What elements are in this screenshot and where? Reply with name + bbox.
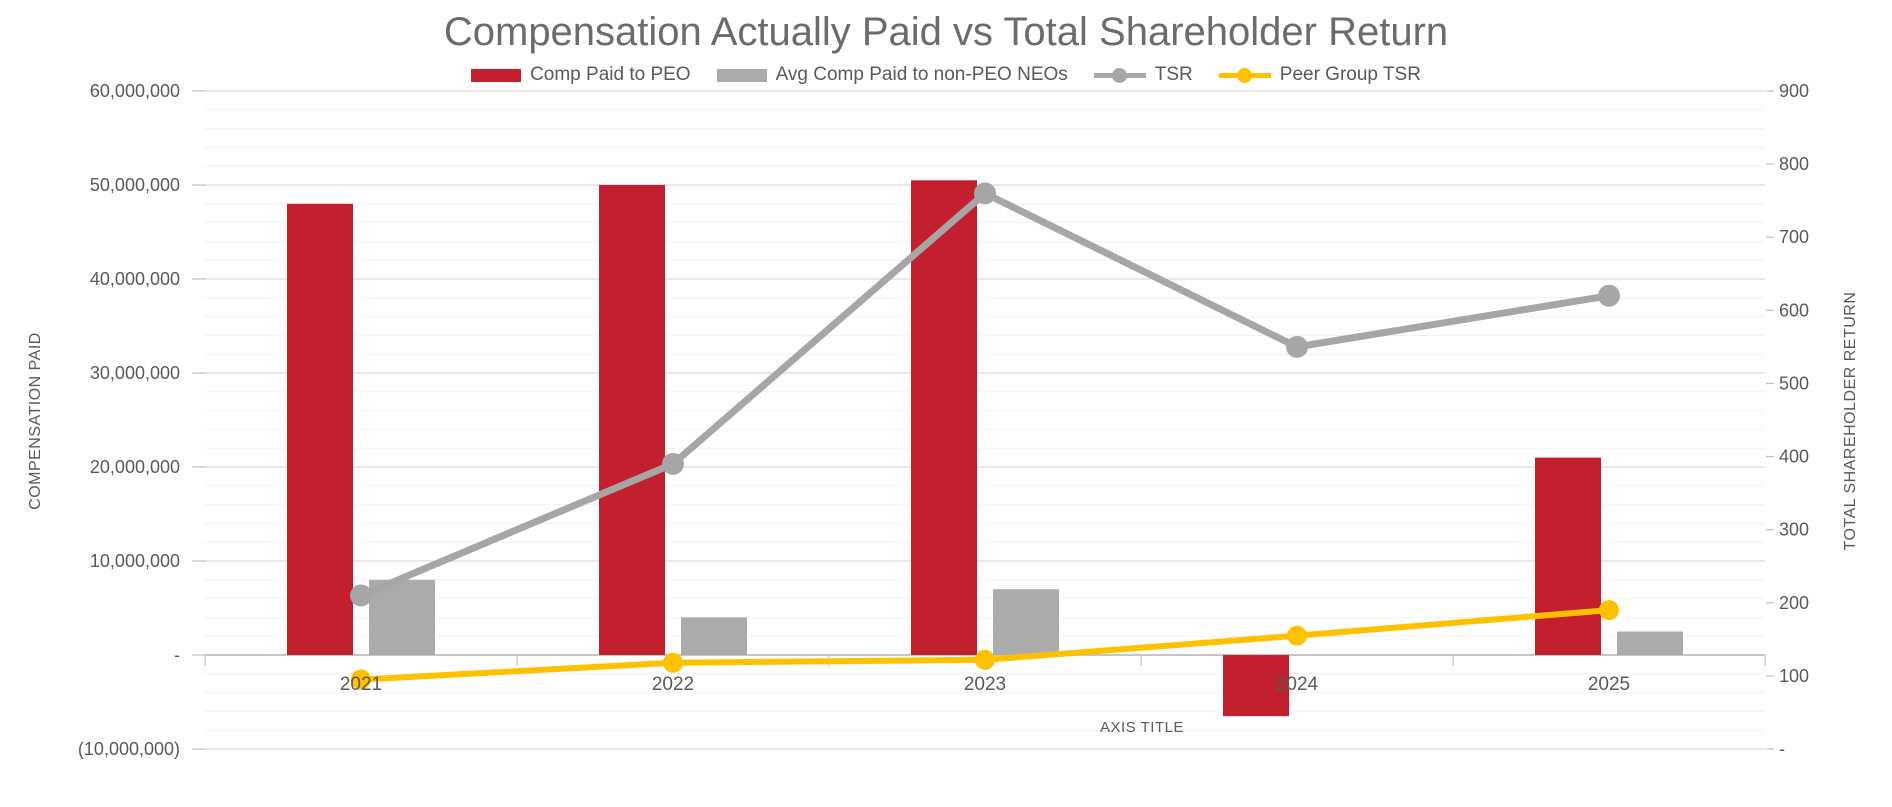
right-tick-label: 200 bbox=[1779, 593, 1809, 613]
legend-line-swatch-icon bbox=[1093, 67, 1146, 83]
bar-comp-paid-to-peo-2022 bbox=[599, 185, 665, 655]
bar-comp-paid-to-peo-2024 bbox=[1223, 655, 1289, 717]
bar-avg-comp-paid-to-non-peo-neos-2025 bbox=[1617, 631, 1683, 655]
right-tick-label: 600 bbox=[1779, 300, 1809, 320]
marker-peer-group-tsr-2025 bbox=[1599, 600, 1619, 621]
marker-peer-group-tsr-2023 bbox=[975, 649, 995, 670]
legend-item-1: Avg Comp Paid to non-PEO NEOs bbox=[716, 64, 1068, 86]
right-tick-label: 400 bbox=[1779, 447, 1809, 467]
left-tick-label: 60,000,000 bbox=[90, 81, 180, 101]
right-tick-label: 300 bbox=[1779, 520, 1809, 540]
left-tick-label: 40,000,000 bbox=[90, 269, 180, 289]
legend-label: Comp Paid to PEO bbox=[530, 64, 691, 85]
legend-label: Peer Group TSR bbox=[1279, 64, 1421, 85]
left-tick-label: - bbox=[174, 645, 180, 665]
right-tick-label: 100 bbox=[1779, 666, 1809, 686]
x-tick-label-2025: 2025 bbox=[1588, 674, 1630, 695]
left-tick-label: 30,000,000 bbox=[90, 363, 180, 383]
right-tick-label: 700 bbox=[1779, 227, 1809, 247]
right-tick-label: 500 bbox=[1779, 373, 1809, 393]
marker-tsr-2023 bbox=[974, 182, 996, 205]
marker-tsr-2025 bbox=[1598, 284, 1620, 307]
line-tsr bbox=[357, 189, 1613, 599]
legend-item-3: Peer Group TSR bbox=[1218, 64, 1421, 86]
bar-comp-paid-to-peo-2021 bbox=[287, 203, 353, 656]
x-tick-label-2021: 2021 bbox=[340, 674, 382, 695]
marker-tsr-2021 bbox=[350, 584, 372, 607]
legend-label: Avg Comp Paid to non-PEO NEOs bbox=[775, 64, 1068, 85]
left-tick-label: 20,000,000 bbox=[90, 457, 180, 477]
legend-bar-swatch-icon bbox=[471, 68, 522, 82]
right-axis-title: TOTAL SHAREHOLDER RETURN bbox=[1842, 291, 1859, 551]
right-tick-label: - bbox=[1779, 739, 1785, 759]
legend-marker bbox=[1236, 67, 1252, 83]
marker-peer-group-tsr-2022 bbox=[663, 652, 683, 673]
x-axis-title: AXIS TITLE bbox=[1100, 719, 1184, 736]
left-tick-label: 50,000,000 bbox=[90, 175, 180, 195]
legend-item-2: TSR bbox=[1093, 64, 1193, 86]
x-tick-label-2024: 2024 bbox=[1276, 674, 1319, 695]
marker-tsr-2022 bbox=[662, 452, 684, 475]
left-axis-title: COMPENSATION PAID bbox=[27, 332, 44, 510]
bar-comp-paid-to-peo-2025 bbox=[1535, 457, 1601, 655]
bar-avg-comp-paid-to-non-peo-neos-2023 bbox=[993, 589, 1059, 655]
legend-marker bbox=[1111, 67, 1127, 83]
marker-peer-group-tsr-2024 bbox=[1287, 625, 1307, 646]
legend-item-0: Comp Paid to PEO bbox=[471, 64, 691, 86]
legend-line-swatch-icon bbox=[1218, 67, 1271, 83]
right-tick-label: 800 bbox=[1779, 154, 1809, 174]
marker-peer-group-tsr-2021 bbox=[351, 669, 371, 690]
x-tick-label-2022: 2022 bbox=[652, 674, 694, 695]
bar-comp-paid-to-peo-2023 bbox=[911, 180, 977, 656]
chart-title: Compensation Actually Paid vs Total Shar… bbox=[443, 10, 1449, 54]
legend: Comp Paid to PEO Avg Comp Paid to non-PEO… bbox=[0, 64, 1892, 86]
left-tick-label: 10,000,000 bbox=[90, 551, 180, 571]
marker-tsr-2024 bbox=[1286, 335, 1308, 358]
bar-avg-comp-paid-to-non-peo-neos-2022 bbox=[681, 617, 747, 655]
x-tick-label-2023: 2023 bbox=[964, 674, 1006, 695]
legend-bar-swatch-icon bbox=[716, 68, 767, 82]
right-tick-label: 900 bbox=[1779, 81, 1809, 101]
left-tick-label: (10,000,000) bbox=[78, 739, 180, 759]
legend-label: TSR bbox=[1154, 64, 1193, 85]
bar-avg-comp-paid-to-non-peo-neos-2021 bbox=[369, 579, 435, 655]
